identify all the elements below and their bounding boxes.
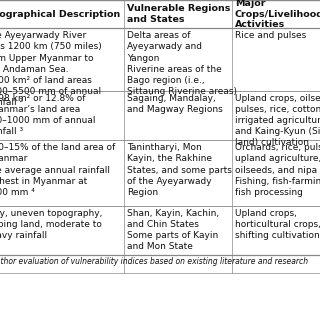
Text: Vulnerable Regions
and States: Vulnerable Regions and States: [127, 4, 230, 24]
Text: Geographical Description: Geographical Description: [0, 10, 120, 19]
Text: Major
Crops/Livelihood
Activities: Major Crops/Livelihood Activities: [235, 0, 320, 29]
Text: ~198 km² or 12.8% of
Myanmar’s land area
500–1000 mm of annual
rainfall ³: ~198 km² or 12.8% of Myanmar’s land area…: [0, 94, 95, 136]
Text: Tanintharyi, Mon
Kayin, the Rakhine
States, and some parts
of the Ayeyarwady
Reg: Tanintharyi, Mon Kayin, the Rakhine Stat…: [127, 143, 232, 197]
Text: Orchards, rice, pulses,
upland agriculture,
oilseeds, and nipa palm
Fishing, fis: Orchards, rice, pulses, upland agricultu…: [235, 143, 320, 197]
Text: Sagaing, Mandalay,
and Magway Regions: Sagaing, Mandalay, and Magway Regions: [127, 94, 222, 114]
Text: The Ayeyarwady River
runs 1200 km (750 miles)
from Upper Myanmar to
the Andaman : The Ayeyarwady River runs 1200 km (750 m…: [0, 31, 102, 107]
Text: ¹ Author evaluation of vulnerability indices based on existing literature and re: ¹ Author evaluation of vulnerability ind…: [0, 257, 308, 266]
Text: Shan, Kayin, Kachin,
and Chin States
Some parts of Kayin
and Mon State: Shan, Kayin, Kachin, and Chin States Som…: [127, 209, 219, 251]
Text: Upland crops, oilseeds,
pulses, rice, cotton,
irrigated agriculture,
and Kaing-K: Upland crops, oilseeds, pulses, rice, co…: [235, 94, 320, 147]
Text: ~10–15% of the land area of
Myanmar
The average annual rainfall
highest in Myanm: ~10–15% of the land area of Myanmar The …: [0, 143, 115, 197]
Text: Upland crops,
horticultural crops, and
shifting cultivation: Upland crops, horticultural crops, and s…: [235, 209, 320, 240]
Text: Hilly, uneven topography,
sloping land, moderate to
heavy rainfall: Hilly, uneven topography, sloping land, …: [0, 209, 102, 240]
Text: Delta areas of
Ayeyarwady and
Yangon
Riverine areas of the
Bago region (i.e.,
Si: Delta areas of Ayeyarwady and Yangon Riv…: [127, 31, 237, 96]
Text: Rice and pulses: Rice and pulses: [235, 31, 306, 40]
